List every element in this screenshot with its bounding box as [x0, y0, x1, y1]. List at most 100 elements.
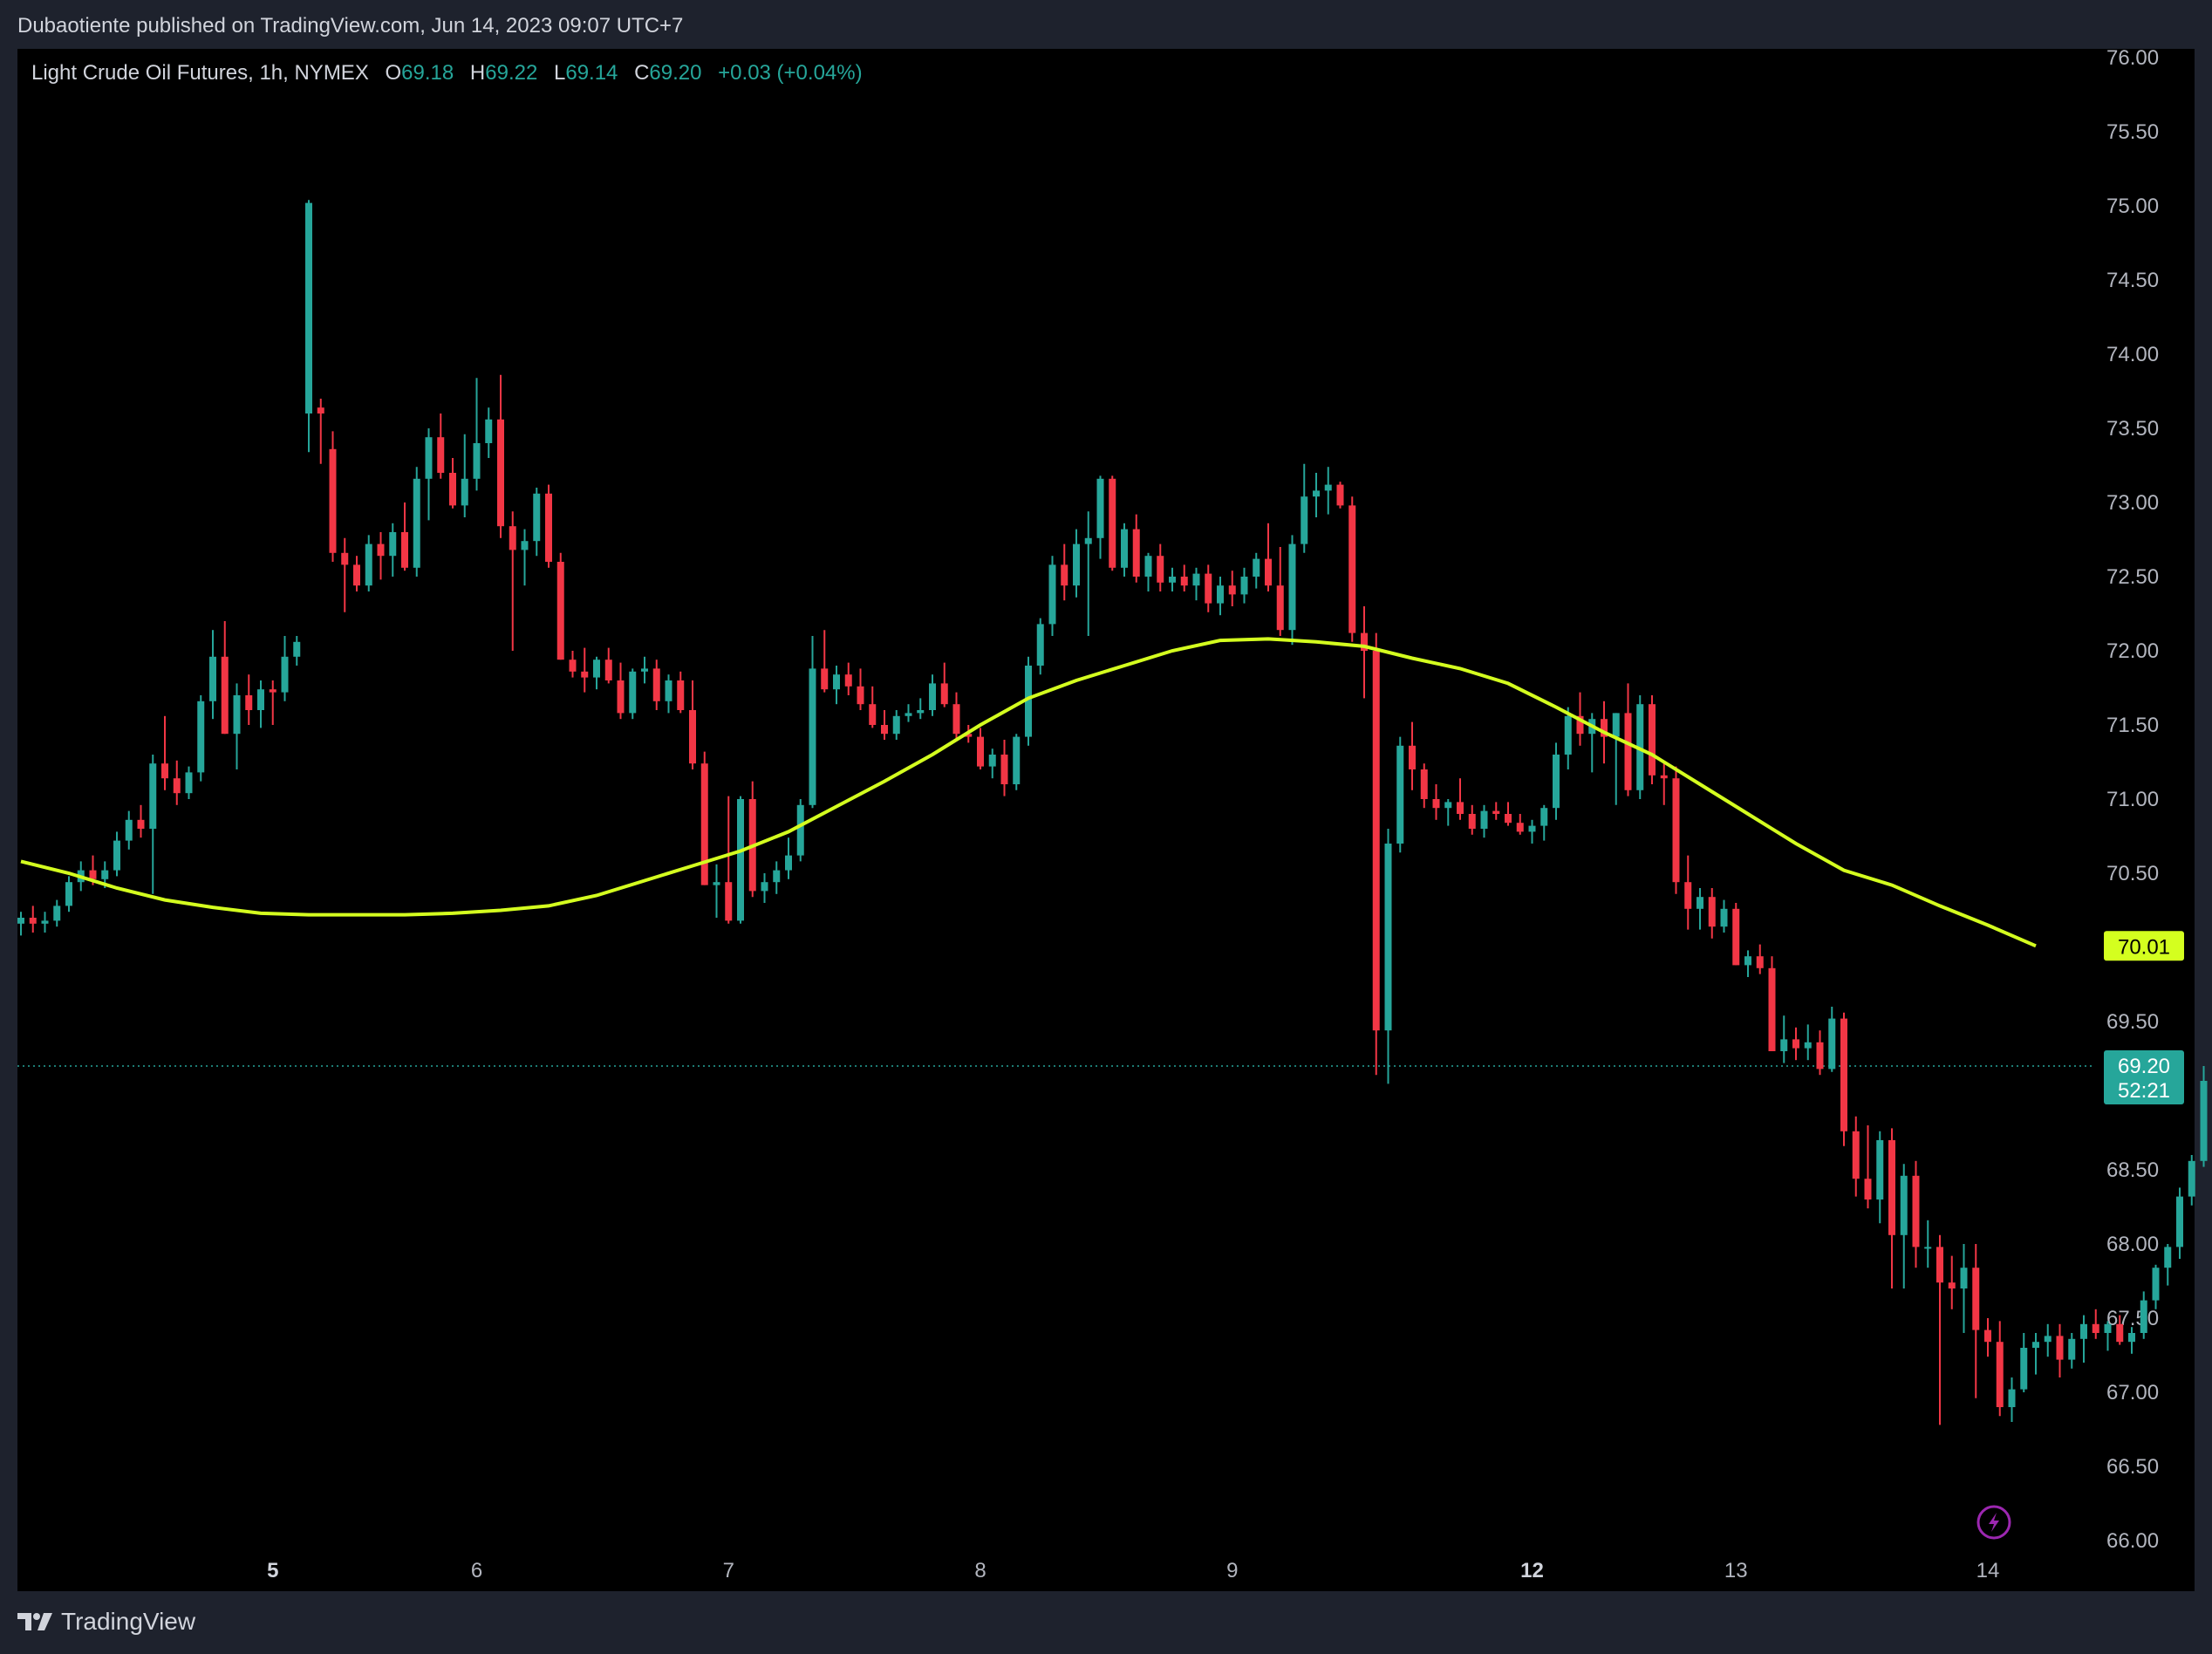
lightning-icon[interactable] [1976, 1505, 2011, 1540]
candle-body [988, 755, 996, 767]
legend-open-value: 69.18 [401, 61, 454, 85]
candle-body [2176, 1196, 2183, 1247]
candle-body [173, 778, 181, 794]
candles [17, 200, 2208, 1425]
candle-body [305, 202, 312, 414]
y-tick-label: 68.50 [2106, 1158, 2159, 1182]
legend-close-value: 69.20 [649, 61, 702, 85]
candle-body [1732, 908, 1740, 966]
candle-body [1301, 496, 1308, 544]
last-price-label: 69.20 [2118, 1055, 2170, 1078]
candle-body [1228, 585, 1236, 595]
candle-body [1409, 745, 1416, 769]
legend-change: +0.03 (+0.04%) [718, 61, 863, 85]
candle-body [929, 683, 936, 710]
candle-body [869, 704, 877, 725]
candle-body [881, 725, 888, 735]
candle-body [809, 668, 816, 805]
y-tick-label: 68.00 [2106, 1233, 2159, 1256]
footer: TradingView [17, 1608, 195, 1636]
chart-legend: Light Crude Oil Futures, 1h, NYMEX O69.1… [31, 61, 863, 85]
candle-body [1169, 577, 1176, 583]
y-tick-label: 74.50 [2106, 269, 2159, 292]
candle-body [1013, 736, 1021, 784]
candle-body [2116, 1323, 2124, 1343]
candle-body [1697, 897, 1703, 909]
candle-body [2200, 1081, 2208, 1161]
candle-body [1528, 825, 1536, 832]
candle-body [892, 715, 900, 735]
last-price-tag [2104, 1050, 2184, 1104]
legend-high-value: 69.22 [485, 61, 538, 85]
candle-body [533, 493, 541, 542]
candle-body [1276, 585, 1284, 631]
candle-body [65, 882, 72, 906]
candle-body [113, 840, 120, 871]
candle-body [917, 710, 925, 714]
publisher-line: Dubaotiente published on TradingView.com… [17, 14, 684, 38]
candle-body [569, 660, 577, 672]
countdown-label: 52:21 [2118, 1079, 2170, 1103]
candle-body [629, 671, 637, 714]
candle-body [821, 668, 829, 690]
candle-body [17, 918, 24, 924]
chart-background [17, 49, 2195, 1591]
y-tick-label: 75.00 [2106, 195, 2159, 218]
candle-body [1121, 529, 1128, 568]
candle-body [1348, 505, 1356, 633]
x-tick-label: 13 [1724, 1559, 1748, 1582]
candle-body [1672, 778, 1680, 883]
candle-body [604, 660, 612, 680]
candle-body [1612, 713, 1620, 737]
candle-body [905, 713, 912, 716]
ma-price-label: 70.01 [2118, 935, 2170, 959]
candle-body [2080, 1323, 2087, 1339]
candle-body [1180, 577, 1188, 586]
y-tick-label: 66.00 [2106, 1529, 2159, 1553]
candle-body [1505, 814, 1512, 824]
candle-body [641, 668, 648, 672]
candle-body [857, 686, 864, 705]
x-axis: 5 6 7 8 9 12 13 14 [267, 1559, 1999, 1582]
y-tick-label: 72.50 [2106, 565, 2159, 589]
candle-body [413, 478, 420, 568]
candle-body [2164, 1247, 2172, 1268]
candle-body [833, 674, 840, 690]
x-tick-label: 9 [1226, 1559, 1238, 1582]
candle-body [1396, 745, 1404, 844]
candle-body [1684, 882, 1692, 909]
candle-body [1720, 908, 1728, 927]
candle-body [1492, 810, 1500, 814]
y-tick-label: 71.50 [2106, 714, 2159, 737]
y-tick-label: 67.50 [2106, 1307, 2159, 1330]
candle-body [785, 855, 792, 871]
y-tick-label: 75.50 [2106, 120, 2159, 144]
candle-body [269, 689, 276, 693]
candle-body [2056, 1336, 2064, 1360]
candle-body [149, 763, 157, 829]
candle-body [556, 562, 564, 660]
legend-close-label: C [634, 61, 650, 85]
y-tick-label: 76.00 [2106, 46, 2159, 70]
candle-body [1804, 1042, 1812, 1049]
y-tick-label: 72.00 [2106, 639, 2159, 663]
y-axis: 76.00 75.50 75.00 74.50 74.00 73.50 73.00 72.50… [2106, 46, 2159, 1553]
candle-body [1924, 1247, 1932, 1249]
candle-body [509, 526, 516, 550]
legend-low-value: 69.14 [565, 61, 618, 85]
candle-body [257, 689, 264, 710]
candle-body [233, 695, 241, 735]
candle-body [497, 419, 504, 527]
candle-body [1888, 1140, 1895, 1235]
candle-body [425, 437, 433, 479]
candle-body [2044, 1336, 2052, 1343]
tradingview-logo-icon [17, 1613, 52, 1630]
candle-body [1540, 808, 1548, 826]
candle-body [725, 882, 733, 921]
candle-body [652, 668, 660, 701]
candle-body [1025, 666, 1032, 737]
candle-body [940, 683, 948, 705]
y-tick-label: 74.00 [2106, 343, 2159, 366]
candle-body [1444, 802, 1452, 809]
